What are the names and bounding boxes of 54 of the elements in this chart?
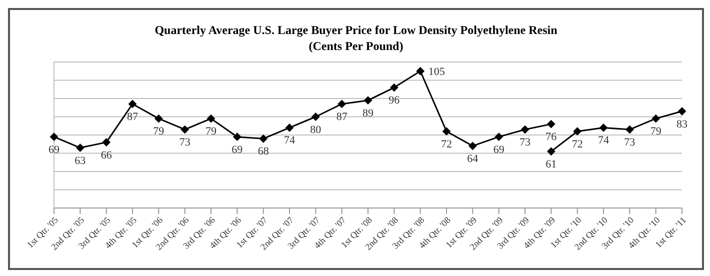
point xyxy=(128,100,136,108)
data-label: 74 xyxy=(598,134,610,147)
data-label: 87 xyxy=(336,110,348,123)
point xyxy=(573,127,582,136)
point xyxy=(286,124,294,132)
point xyxy=(390,84,398,92)
data-label: 96 xyxy=(388,94,400,107)
point xyxy=(521,126,529,134)
data-label: 63 xyxy=(74,154,86,167)
data-label: 73 xyxy=(520,136,531,149)
point xyxy=(76,144,84,152)
data-label: 74 xyxy=(284,134,296,147)
data-label: 105 xyxy=(428,66,446,78)
point xyxy=(494,132,503,141)
point xyxy=(364,96,372,104)
data-label: 61 xyxy=(546,158,557,170)
point xyxy=(207,114,215,123)
data-label: 72 xyxy=(572,138,583,150)
data-label: 87 xyxy=(127,110,138,123)
data-label: 89 xyxy=(362,107,374,120)
point xyxy=(626,126,634,134)
point xyxy=(312,112,320,121)
point xyxy=(50,132,58,141)
data-label: 73 xyxy=(624,136,636,149)
data-label: 79 xyxy=(650,126,662,138)
point xyxy=(259,134,268,143)
point xyxy=(547,120,556,128)
data-label: 80 xyxy=(310,124,322,136)
point xyxy=(652,114,660,123)
data-label: 83 xyxy=(676,118,688,130)
point xyxy=(442,127,450,136)
data-label: 64 xyxy=(467,152,479,165)
point xyxy=(154,114,163,123)
data-label: 73 xyxy=(179,136,191,149)
chart-subtitle: (Cents Per Pound) xyxy=(308,38,404,54)
data-label: 72 xyxy=(441,138,452,150)
point xyxy=(180,126,189,134)
point xyxy=(468,142,477,150)
data-label: 68 xyxy=(258,146,270,158)
point xyxy=(338,100,346,108)
point xyxy=(600,124,608,132)
data-label: 79 xyxy=(206,126,217,138)
data-label: 69 xyxy=(493,144,505,156)
data-label: 66 xyxy=(100,149,112,162)
point xyxy=(678,107,686,116)
point xyxy=(233,132,242,141)
data-label: 69 xyxy=(232,144,244,156)
point xyxy=(102,138,110,146)
data-label: 79 xyxy=(153,126,165,138)
data-label: 76 xyxy=(546,131,558,144)
chart-title: Quarterly Average U.S. Large Buyer Price for Low Density Polyethylene Resin xyxy=(154,22,558,38)
point xyxy=(416,67,424,76)
point xyxy=(547,147,556,156)
data-label: 69 xyxy=(48,144,60,156)
